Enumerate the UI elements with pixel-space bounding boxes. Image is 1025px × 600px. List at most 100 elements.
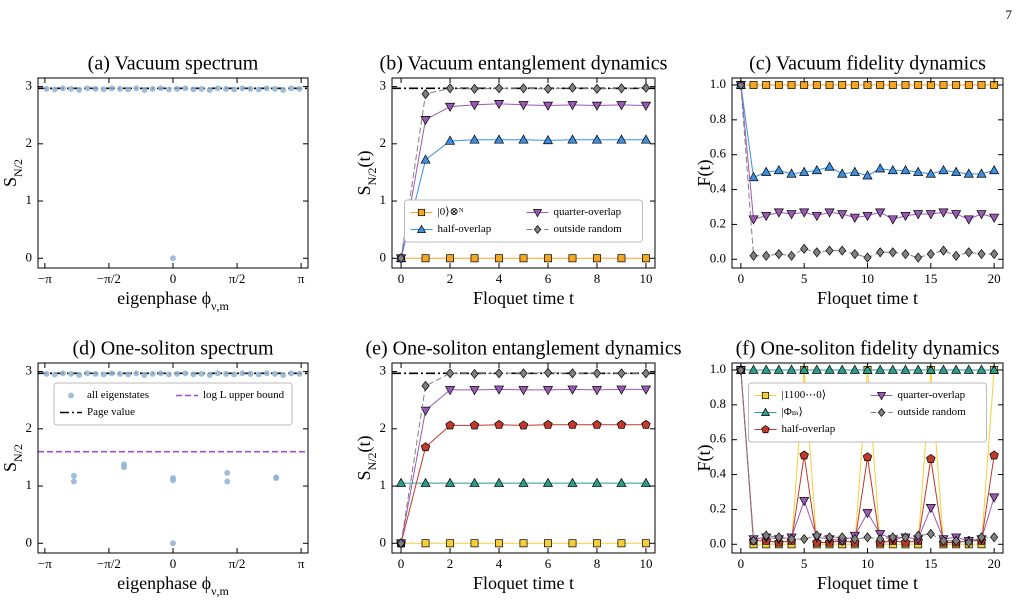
marker bbox=[420, 154, 431, 164]
marker bbox=[824, 364, 835, 374]
axes-frame bbox=[731, 77, 1004, 269]
plot-area bbox=[392, 82, 655, 264]
marker bbox=[617, 254, 626, 263]
marker bbox=[280, 372, 287, 378]
marker bbox=[773, 208, 784, 218]
series-line bbox=[740, 369, 995, 544]
x-axis-label-main: eigenphase ϕ bbox=[117, 288, 211, 308]
x-tick-label: 20 bbox=[988, 271, 1001, 286]
marker bbox=[446, 539, 454, 548]
y-axis-label-main: S bbox=[0, 177, 20, 187]
y-tick-label: 3 bbox=[26, 78, 33, 93]
y-tick-label: 1 bbox=[26, 192, 33, 207]
y-axis-label-sub: N/2 bbox=[11, 444, 25, 462]
marker bbox=[976, 168, 987, 178]
marker bbox=[761, 211, 772, 222]
marker bbox=[567, 477, 578, 487]
marker bbox=[568, 368, 577, 379]
marker bbox=[495, 539, 503, 548]
legend-box bbox=[53, 382, 293, 426]
legend-label: log L upper bound bbox=[203, 389, 285, 401]
legend: |1100⋯0⟩ |Φₘ⟩ half-overlap quarter-overlap o… bbox=[748, 382, 987, 443]
marker bbox=[887, 364, 898, 374]
marker bbox=[875, 364, 886, 374]
x-tick-label: π/2 bbox=[229, 271, 246, 286]
marker bbox=[963, 364, 974, 374]
marker bbox=[592, 419, 602, 429]
y-axis-label-after: (t) bbox=[354, 150, 375, 167]
marker bbox=[616, 101, 627, 111]
x-tick-label: 0 bbox=[170, 271, 177, 286]
marker bbox=[952, 535, 961, 546]
marker bbox=[198, 370, 205, 377]
marker bbox=[445, 83, 455, 94]
marker bbox=[640, 101, 652, 111]
legend-marker bbox=[761, 391, 770, 400]
marker bbox=[544, 254, 552, 263]
marker bbox=[518, 386, 529, 396]
marker bbox=[900, 211, 911, 222]
legend-marker bbox=[417, 208, 426, 217]
x-axis-label-sub: ν,m bbox=[211, 299, 229, 313]
marker bbox=[640, 385, 652, 395]
marker bbox=[444, 477, 456, 487]
marker bbox=[273, 475, 280, 482]
marker bbox=[421, 539, 430, 548]
marker bbox=[888, 247, 897, 258]
marker bbox=[774, 532, 783, 543]
marker bbox=[542, 101, 554, 111]
marker bbox=[165, 86, 172, 93]
marker bbox=[70, 478, 77, 485]
marker bbox=[837, 168, 848, 178]
marker bbox=[977, 81, 986, 89]
marker bbox=[838, 532, 847, 543]
x-tick-label: 0 bbox=[738, 271, 745, 286]
marker bbox=[76, 87, 83, 93]
marker bbox=[888, 532, 897, 543]
marker bbox=[421, 380, 430, 391]
marker bbox=[799, 166, 810, 176]
x-tick-label: 5 bbox=[801, 271, 808, 286]
marker bbox=[263, 370, 270, 377]
x-tick-label: 10 bbox=[861, 271, 874, 286]
marker bbox=[825, 81, 834, 89]
marker bbox=[990, 532, 999, 543]
marker bbox=[887, 164, 898, 175]
x-tick-label: −π/2 bbox=[97, 271, 121, 286]
marker bbox=[117, 85, 123, 92]
marker bbox=[938, 208, 949, 218]
marker bbox=[288, 370, 295, 377]
marker bbox=[939, 535, 948, 546]
marker bbox=[824, 208, 835, 218]
marker bbox=[493, 477, 505, 487]
plot-area bbox=[38, 85, 308, 262]
marker bbox=[913, 210, 924, 220]
legend: all eigenstates Page value log L upper bou… bbox=[53, 382, 293, 426]
y-tick-label: 0.2 bbox=[710, 500, 726, 515]
marker bbox=[493, 100, 505, 110]
marker bbox=[247, 85, 254, 92]
legend-marker bbox=[416, 224, 427, 233]
marker bbox=[469, 386, 480, 396]
marker bbox=[925, 168, 936, 178]
marker bbox=[749, 535, 758, 546]
y-tick-label: 0.0 bbox=[710, 250, 726, 265]
marker bbox=[862, 364, 873, 374]
marker bbox=[149, 370, 156, 377]
marker bbox=[100, 371, 107, 378]
marker bbox=[862, 509, 873, 519]
marker bbox=[749, 81, 758, 89]
marker bbox=[518, 420, 529, 430]
marker bbox=[190, 86, 197, 93]
chart-title: (a) Vacuum spectrum bbox=[88, 53, 259, 75]
marker bbox=[876, 533, 885, 545]
marker bbox=[470, 539, 479, 548]
marker bbox=[469, 101, 480, 111]
y-tick-label: 0 bbox=[26, 249, 33, 264]
marker bbox=[70, 472, 77, 479]
x-tick-label: 10 bbox=[639, 271, 652, 286]
x-axis-label: eigenphase ϕν,m bbox=[117, 573, 229, 598]
y-axis-label: F(t) bbox=[694, 159, 715, 186]
marker bbox=[748, 171, 759, 182]
marker bbox=[811, 211, 822, 222]
